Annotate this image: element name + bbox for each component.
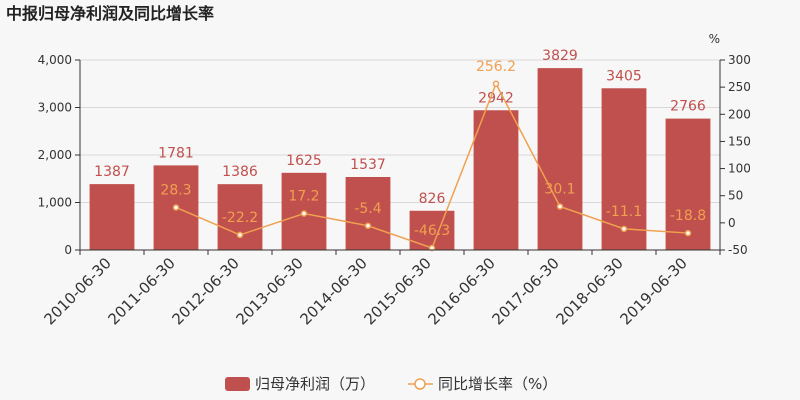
- bar-value-label: 2766: [670, 99, 706, 115]
- x-axis: 2010-06-302011-06-302012-06-302013-06-30…: [40, 249, 721, 328]
- left-tick-label: 0: [64, 243, 72, 257]
- legend-line-label: 同比增长率（%）: [438, 375, 557, 393]
- left-tick-label: 1,000: [38, 196, 72, 210]
- growth-value-label: 17.2: [288, 189, 319, 205]
- bar-value-label: 1781: [158, 145, 194, 161]
- growth-line: 28.3 -22.2 17.2 -5.4 -46.3 256.2 30.1 -11.1 -18.…: [160, 59, 706, 252]
- x-tick-label: 2016-06-30: [424, 254, 498, 328]
- growth-point: [172, 204, 180, 211]
- x-tick-label: 2015-06-30: [360, 254, 434, 328]
- growth-point: [684, 229, 692, 237]
- growth-value-label: 28.3: [160, 182, 191, 198]
- legend-bar-swatch: [225, 377, 250, 391]
- left-tick-label: 2,000: [38, 148, 72, 162]
- legend-bar-label: 归母净利润（万）: [255, 375, 375, 393]
- growth-point: [236, 231, 244, 239]
- right-tick-label: 250: [728, 80, 751, 94]
- right-axis-unit: %: [709, 32, 720, 46]
- x-tick-label: 2014-06-30: [296, 254, 370, 328]
- right-axis: -50 0 50 100 150 200 250 300: [719, 53, 751, 257]
- left-axis: 0 1,000 2,000 3,000 4,000: [38, 53, 81, 257]
- growth-point: [620, 225, 628, 233]
- x-tick-label: 2010-06-30: [40, 254, 114, 328]
- bar-value-label: 3829: [542, 48, 578, 64]
- bar-value-label: 1387: [94, 164, 130, 180]
- bar-value-label: 2942: [478, 90, 514, 106]
- x-tick-label: 2011-06-30: [104, 254, 178, 328]
- bars: 1387 1781 1386 1625 1537 826 2942 3829 3405 2766: [89, 48, 711, 251]
- growth-value-label: -5.4: [354, 201, 381, 217]
- legend-line-marker: [414, 378, 426, 390]
- left-tick-label: 4,000: [38, 53, 72, 67]
- bar: [89, 184, 135, 250]
- right-tick-label: 300: [728, 53, 751, 67]
- bar-value-label: 826: [419, 191, 446, 207]
- growth-point: [492, 80, 500, 88]
- right-tick-label: 150: [728, 134, 751, 148]
- x-tick-label: 2012-06-30: [168, 254, 242, 328]
- growth-point: [556, 203, 564, 210]
- bar: [665, 118, 711, 251]
- right-tick-label: 0: [728, 216, 736, 230]
- bar-value-label: 1386: [222, 164, 258, 180]
- bar: [345, 176, 391, 250]
- x-tick-label: 2017-06-30: [488, 254, 562, 328]
- growth-point: [300, 210, 308, 217]
- bar: [473, 110, 519, 250]
- bar: [217, 184, 263, 250]
- growth-value-label: 256.2: [476, 59, 516, 75]
- growth-value-label: -18.8: [670, 208, 706, 224]
- x-tick-label: 2018-06-30: [552, 254, 626, 328]
- growth-value-label: 30.1: [544, 182, 575, 198]
- right-tick-label: 200: [728, 107, 751, 121]
- right-tick-label: 50: [728, 189, 743, 203]
- growth-value-label: -22.2: [222, 210, 258, 226]
- x-tick-label: 2013-06-30: [232, 254, 306, 328]
- left-tick-label: 3,000: [38, 101, 72, 115]
- bar-value-label: 1625: [286, 153, 322, 169]
- x-tick-label: 2019-06-30: [616, 254, 690, 328]
- chart-title: 中报归母净利润及同比增长率: [6, 4, 214, 23]
- right-tick-label: 100: [728, 162, 751, 176]
- legend[interactable]: 归母净利润（万） 同比增长率（%）: [225, 375, 557, 393]
- bar-value-label: 3405: [606, 68, 642, 84]
- bar: [537, 68, 583, 250]
- growth-point: [364, 222, 372, 230]
- growth-value-label: -46.3: [414, 223, 450, 239]
- bar-value-label: 1537: [350, 157, 386, 173]
- right-tick-label: -50: [728, 243, 748, 257]
- growth-value-label: -11.1: [606, 204, 642, 220]
